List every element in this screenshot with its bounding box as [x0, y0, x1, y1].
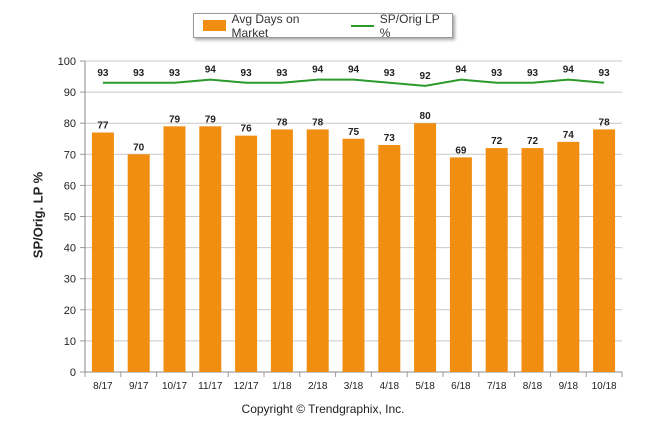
bar-value-label: 69	[455, 145, 467, 156]
bar-value-label: 76	[241, 124, 253, 135]
bar-value-label: 73	[384, 133, 396, 144]
x-tick-label: 9/18	[559, 381, 579, 392]
bar-value-label: 70	[133, 142, 145, 153]
x-tick-label: 7/18	[487, 381, 507, 392]
bar-value-label: 75	[348, 127, 360, 138]
line-value-label: 93	[169, 68, 181, 79]
x-tick-label: 9/17	[129, 381, 149, 392]
y-axis-title: SP/Orig. LP %	[30, 171, 46, 259]
line-value-label: 93	[527, 68, 539, 79]
x-tick-label: 4/18	[380, 381, 400, 392]
line-value-label: 93	[97, 68, 109, 79]
x-tick-label: 3/18	[344, 381, 364, 392]
bar-value-label: 74	[563, 130, 575, 141]
bar	[593, 129, 616, 372]
y-tick-label: 30	[64, 274, 76, 286]
y-tick-label: 100	[58, 56, 76, 68]
line-value-label: 94	[563, 65, 575, 76]
bar-value-label: 78	[276, 117, 288, 128]
x-tick-label: 2/18	[308, 381, 328, 392]
x-tick-label: 8/18	[523, 381, 543, 392]
x-tick-label: 10/17	[162, 381, 187, 392]
bar	[306, 129, 329, 372]
y-tick-label: 0	[70, 367, 76, 379]
x-tick-label: 11/17	[198, 381, 223, 392]
x-tick-label: 8/17	[93, 381, 113, 392]
bar-value-label: 72	[527, 136, 539, 147]
legend-line-swatch	[351, 24, 374, 27]
legend: Avg Days on Market SP/Orig LP %	[193, 12, 453, 40]
bar	[199, 126, 222, 372]
bar-value-label: 79	[205, 114, 217, 125]
x-tick-label: 10/18	[592, 381, 617, 392]
line-value-label: 93	[384, 68, 396, 79]
y-tick-label: 80	[64, 118, 76, 130]
x-tick-label: 12/17	[234, 381, 259, 392]
bar	[342, 138, 365, 372]
line-value-label: 94	[205, 65, 217, 76]
bar	[378, 144, 401, 372]
bar	[163, 126, 186, 372]
y-tick-label: 60	[64, 180, 76, 192]
bar-value-label: 78	[599, 117, 611, 128]
legend-line-label: SP/Orig LP %	[379, 11, 440, 40]
bar-value-label: 78	[312, 117, 324, 128]
x-tick-label: 6/18	[451, 381, 471, 392]
y-tick-label: 50	[64, 212, 76, 224]
bar	[91, 132, 114, 372]
line-value-label: 93	[491, 68, 503, 79]
line-value-label: 94	[348, 65, 360, 76]
bar	[485, 148, 508, 372]
line-value-label: 93	[133, 68, 145, 79]
legend-bar-label: Avg Days on Market	[231, 11, 300, 40]
legend-item-line: SP/Orig LP %	[337, 12, 452, 40]
y-tick-label: 40	[64, 243, 76, 255]
bar-value-label: 79	[169, 114, 181, 125]
x-tick-label: 1/18	[272, 381, 292, 392]
bar	[270, 129, 293, 372]
legend-bar-swatch	[203, 20, 226, 31]
y-tick-label: 70	[64, 149, 76, 161]
bar-value-label: 80	[420, 111, 432, 122]
y-tick-label: 20	[64, 305, 76, 317]
line-value-label: 94	[455, 65, 467, 76]
bar	[414, 123, 437, 372]
bar	[235, 135, 258, 372]
line-value-label: 93	[276, 68, 288, 79]
line-value-label: 94	[312, 65, 324, 76]
bar	[449, 157, 472, 372]
legend-item-bar: Avg Days on Market	[194, 12, 337, 40]
line-value-label: 93	[241, 68, 253, 79]
line-value-label: 93	[599, 68, 611, 79]
y-tick-label: 10	[64, 336, 76, 348]
bar	[557, 141, 580, 372]
bar	[127, 154, 150, 372]
bar-value-label: 72	[491, 136, 503, 147]
line-value-label: 92	[420, 71, 432, 82]
copyright-footer: Copyright © Trendgraphix, Inc.	[241, 402, 405, 416]
y-tick-label: 90	[64, 87, 76, 99]
x-tick-label: 5/18	[415, 381, 435, 392]
bar-value-label: 77	[97, 121, 109, 132]
sp-orig-lp-line	[102, 78, 605, 87]
bar	[521, 148, 544, 372]
